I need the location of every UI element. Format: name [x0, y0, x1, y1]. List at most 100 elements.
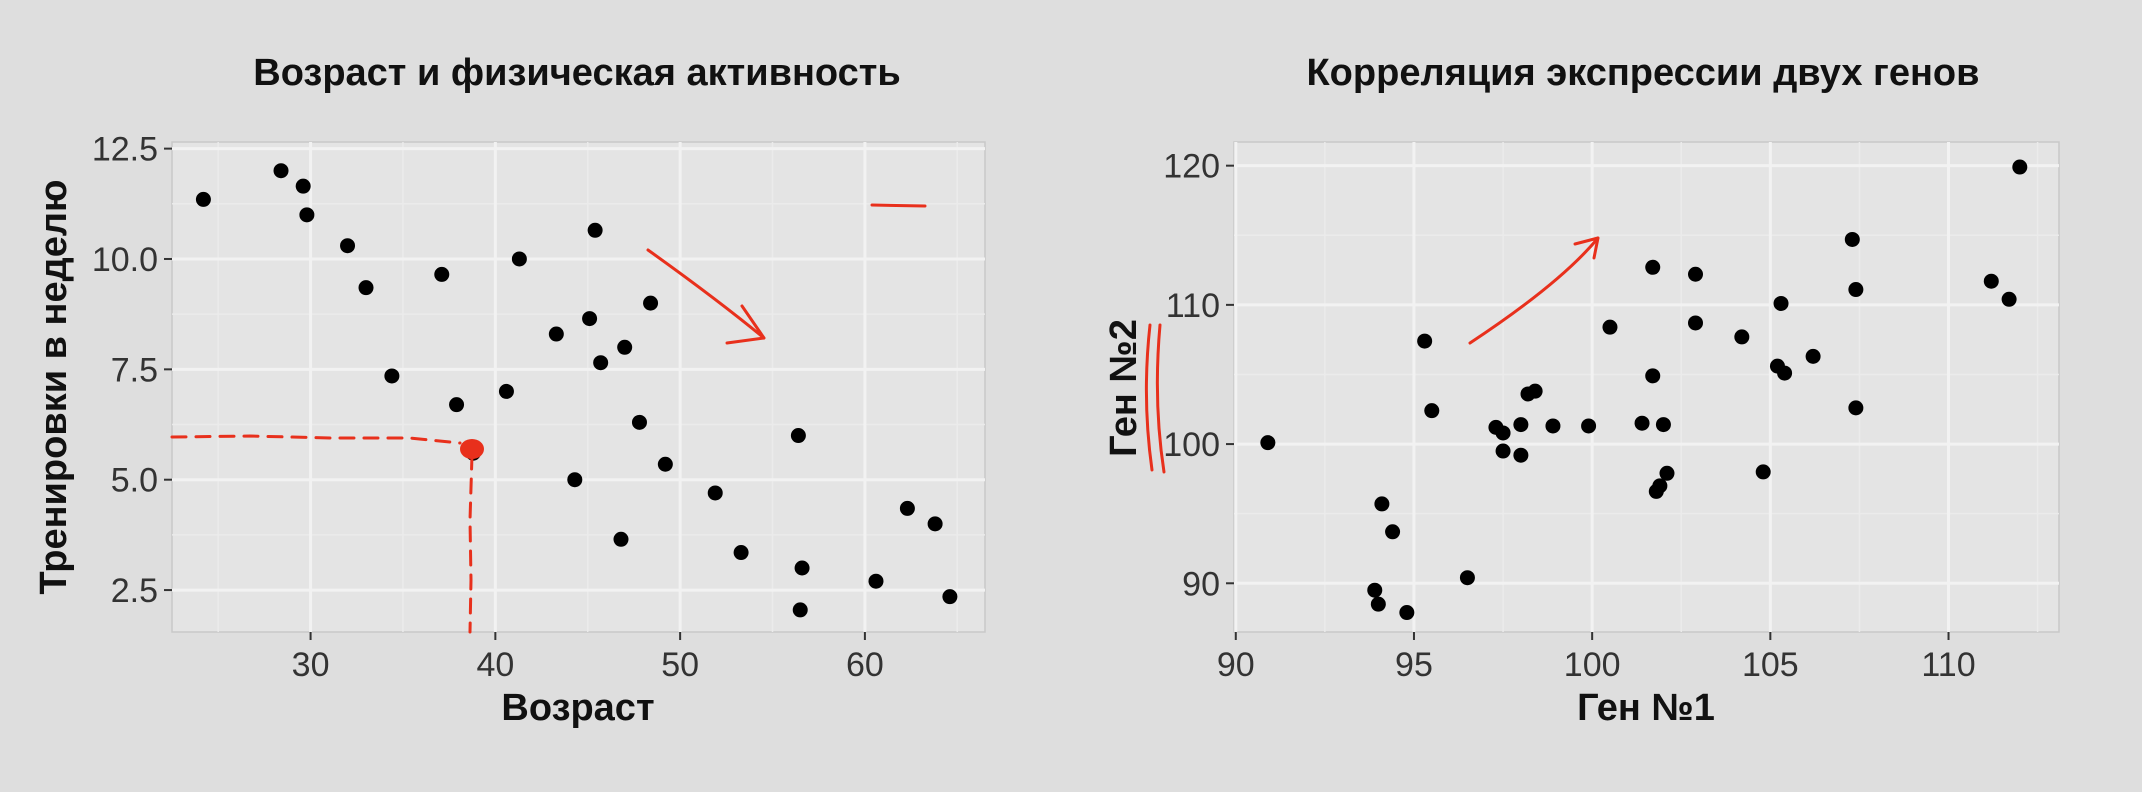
data-point: [1424, 403, 1440, 419]
data-point: [587, 222, 603, 238]
x-axis-title: Ген №1: [1577, 687, 1715, 729]
data-point: [511, 251, 527, 267]
data-point: [1545, 418, 1561, 434]
annotation-strokes: [1144, 236, 1600, 474]
y-tick-label: 120: [1163, 148, 1220, 186]
data-point: [299, 207, 315, 223]
data-point: [1370, 596, 1386, 612]
data-point: [1645, 259, 1661, 275]
data-point: [593, 355, 609, 371]
y-tick-label: 90: [1182, 565, 1220, 603]
data-points: [195, 163, 958, 618]
data-point: [1805, 348, 1821, 364]
data-point: [927, 516, 943, 532]
data-point: [498, 383, 514, 399]
data-point: [1459, 570, 1475, 586]
chart-title: Корреляция экспрессии двух генов: [1306, 52, 1979, 94]
data-point: [384, 368, 400, 384]
data-point: [1602, 319, 1618, 335]
data-point: [1374, 496, 1390, 512]
y-tick-label: 7.5: [111, 351, 158, 389]
data-point: [790, 428, 806, 444]
data-point: [1773, 295, 1789, 311]
x-axis-ticks: 30 40 50 60: [292, 632, 884, 684]
data-point: [1777, 365, 1793, 381]
data-point: [1513, 417, 1529, 433]
data-point: [273, 163, 289, 179]
data-point: [1848, 282, 1864, 298]
data-point: [1417, 333, 1433, 349]
annotation-circle: [460, 439, 484, 459]
data-point: [295, 178, 311, 194]
x-axis-ticks: 90 95 100 105 110: [1217, 632, 1976, 684]
annotation-strokes: [170, 203, 927, 634]
data-point: [434, 266, 450, 282]
data-point: [792, 602, 808, 618]
data-point: [358, 280, 374, 296]
x-tick-label: 100: [1564, 646, 1621, 684]
data-point: [1495, 443, 1511, 459]
data-point: [707, 485, 723, 501]
data-point: [2012, 159, 2028, 175]
data-point: [1513, 447, 1529, 463]
data-point: [1527, 383, 1543, 399]
data-point: [1659, 465, 1675, 481]
data-point: [942, 589, 958, 605]
chart-gene-correlation: Корреляция экспрессии двух генов 90 95 100…: [1103, 52, 2060, 729]
annotation-bracket: [1144, 323, 1166, 474]
y-tick-label: 100: [1163, 426, 1220, 464]
data-point: [1645, 368, 1661, 384]
data-point: [548, 326, 564, 342]
y-axis-title: Тренировки в неделю: [33, 180, 75, 595]
annotation-dashed-vertical: [468, 453, 474, 634]
x-tick-label: 110: [1921, 646, 1975, 684]
data-point: [657, 456, 673, 472]
data-point: [1634, 415, 1650, 431]
data-point: [1983, 273, 1999, 289]
data-points: [1260, 159, 2028, 621]
x-tick-label: 40: [476, 646, 514, 684]
data-point: [643, 295, 659, 311]
data-point: [1848, 400, 1864, 416]
data-point: [582, 311, 598, 327]
annotation-arrow-down: [646, 248, 766, 345]
chart-age-activity: Возраст и физическая активность 30 40 50 60…: [33, 52, 986, 729]
data-point: [899, 500, 915, 516]
y-tick-label: 12.5: [92, 131, 158, 169]
data-point: [1844, 231, 1860, 247]
data-point: [1581, 418, 1597, 434]
plot-panel: [171, 141, 986, 633]
data-point: [567, 472, 583, 488]
annotation-arrow-up: [1468, 236, 1600, 345]
data-point: [1688, 315, 1704, 331]
x-tick-label: 60: [846, 646, 884, 684]
data-point: [868, 573, 884, 589]
y-tick-label: 10.0: [92, 241, 158, 279]
y-axis-ticks: 2.5 5.0 7.5 10.0 12.5: [92, 131, 172, 610]
y-tick-label: 110: [1166, 287, 1220, 325]
y-axis-title: Ген №2: [1103, 319, 1145, 457]
data-point: [2001, 291, 2017, 307]
x-tick-label: 95: [1395, 646, 1433, 684]
data-point: [1655, 417, 1671, 433]
x-tick-label: 90: [1217, 646, 1255, 684]
data-point: [617, 339, 633, 355]
data-point: [449, 397, 465, 413]
plot-panel: [1233, 141, 2060, 633]
x-tick-label: 105: [1742, 646, 1799, 684]
annotation-dash-mark: [870, 203, 927, 208]
data-point: [631, 414, 647, 430]
x-tick-label: 50: [661, 646, 699, 684]
grid-lines: [1234, 142, 2059, 632]
data-point: [1734, 329, 1750, 345]
x-axis-title: Возраст: [501, 687, 654, 729]
data-point: [1688, 266, 1704, 282]
data-point: [1495, 425, 1511, 441]
data-point: [1399, 605, 1415, 621]
data-point: [1652, 478, 1668, 494]
data-point: [195, 191, 211, 207]
data-point: [794, 560, 810, 576]
data-point: [1260, 435, 1276, 451]
